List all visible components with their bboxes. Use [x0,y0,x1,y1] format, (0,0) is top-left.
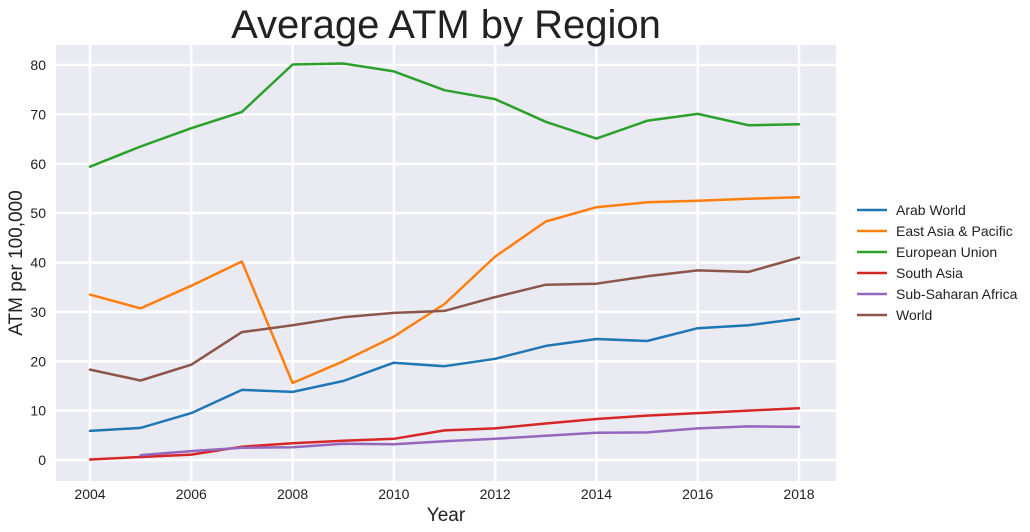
legend-label: East Asia & Pacific [896,223,1013,239]
x-axis-label: Year [427,505,466,526]
legend-item: Sub-Saharan Africa [857,286,1018,302]
x-tick-label: 2014 [581,486,612,502]
x-tick-label: 2008 [277,486,308,502]
y-tick-label: 10 [30,403,46,419]
series-line [88,406,801,461]
y-tick-label: 20 [30,353,46,369]
series-line [88,256,801,382]
legend-item: Arab World [857,202,966,218]
y-axis-label: ATM per 100,000 [6,190,27,335]
legend-item: East Asia & Pacific [857,223,1013,239]
series-lines [88,62,801,461]
legend-label: World [896,307,932,323]
legend: Arab World East Asia & Pacific European Un… [857,202,1018,323]
y-tick-label: 40 [30,255,46,271]
legend-label: Arab World [896,202,966,218]
series-line [88,196,801,385]
chart-title: Average ATM by Region [231,3,661,47]
x-tick-label: 2016 [682,486,713,502]
legend-item: World [857,307,932,323]
legend-label: Sub-Saharan Africa [896,286,1018,302]
series-line [88,317,801,433]
x-tick-label: 2012 [480,486,511,502]
x-tick-label: 2018 [783,486,814,502]
tick-labels: 2004 2006 2008 2010 2012 2014 2016 2018 0 10 20 30 4… [30,57,814,502]
legend-item: South Asia [857,265,963,281]
x-tick-label: 2010 [378,486,409,502]
series-line [88,62,801,168]
y-tick-label: 60 [30,156,46,172]
y-tick-label: 30 [30,304,46,320]
legend-label: South Asia [896,265,963,281]
legend-item: European Union [857,244,997,260]
grid [56,45,836,481]
y-tick-label: 50 [30,205,46,221]
y-tick-label: 70 [30,106,46,122]
legend-label: European Union [896,244,997,260]
y-tick-label: 80 [30,57,46,73]
series-line [139,425,801,457]
y-tick-label: 0 [38,452,46,468]
x-tick-label: 2006 [176,486,207,502]
x-tick-label: 2004 [74,486,105,502]
